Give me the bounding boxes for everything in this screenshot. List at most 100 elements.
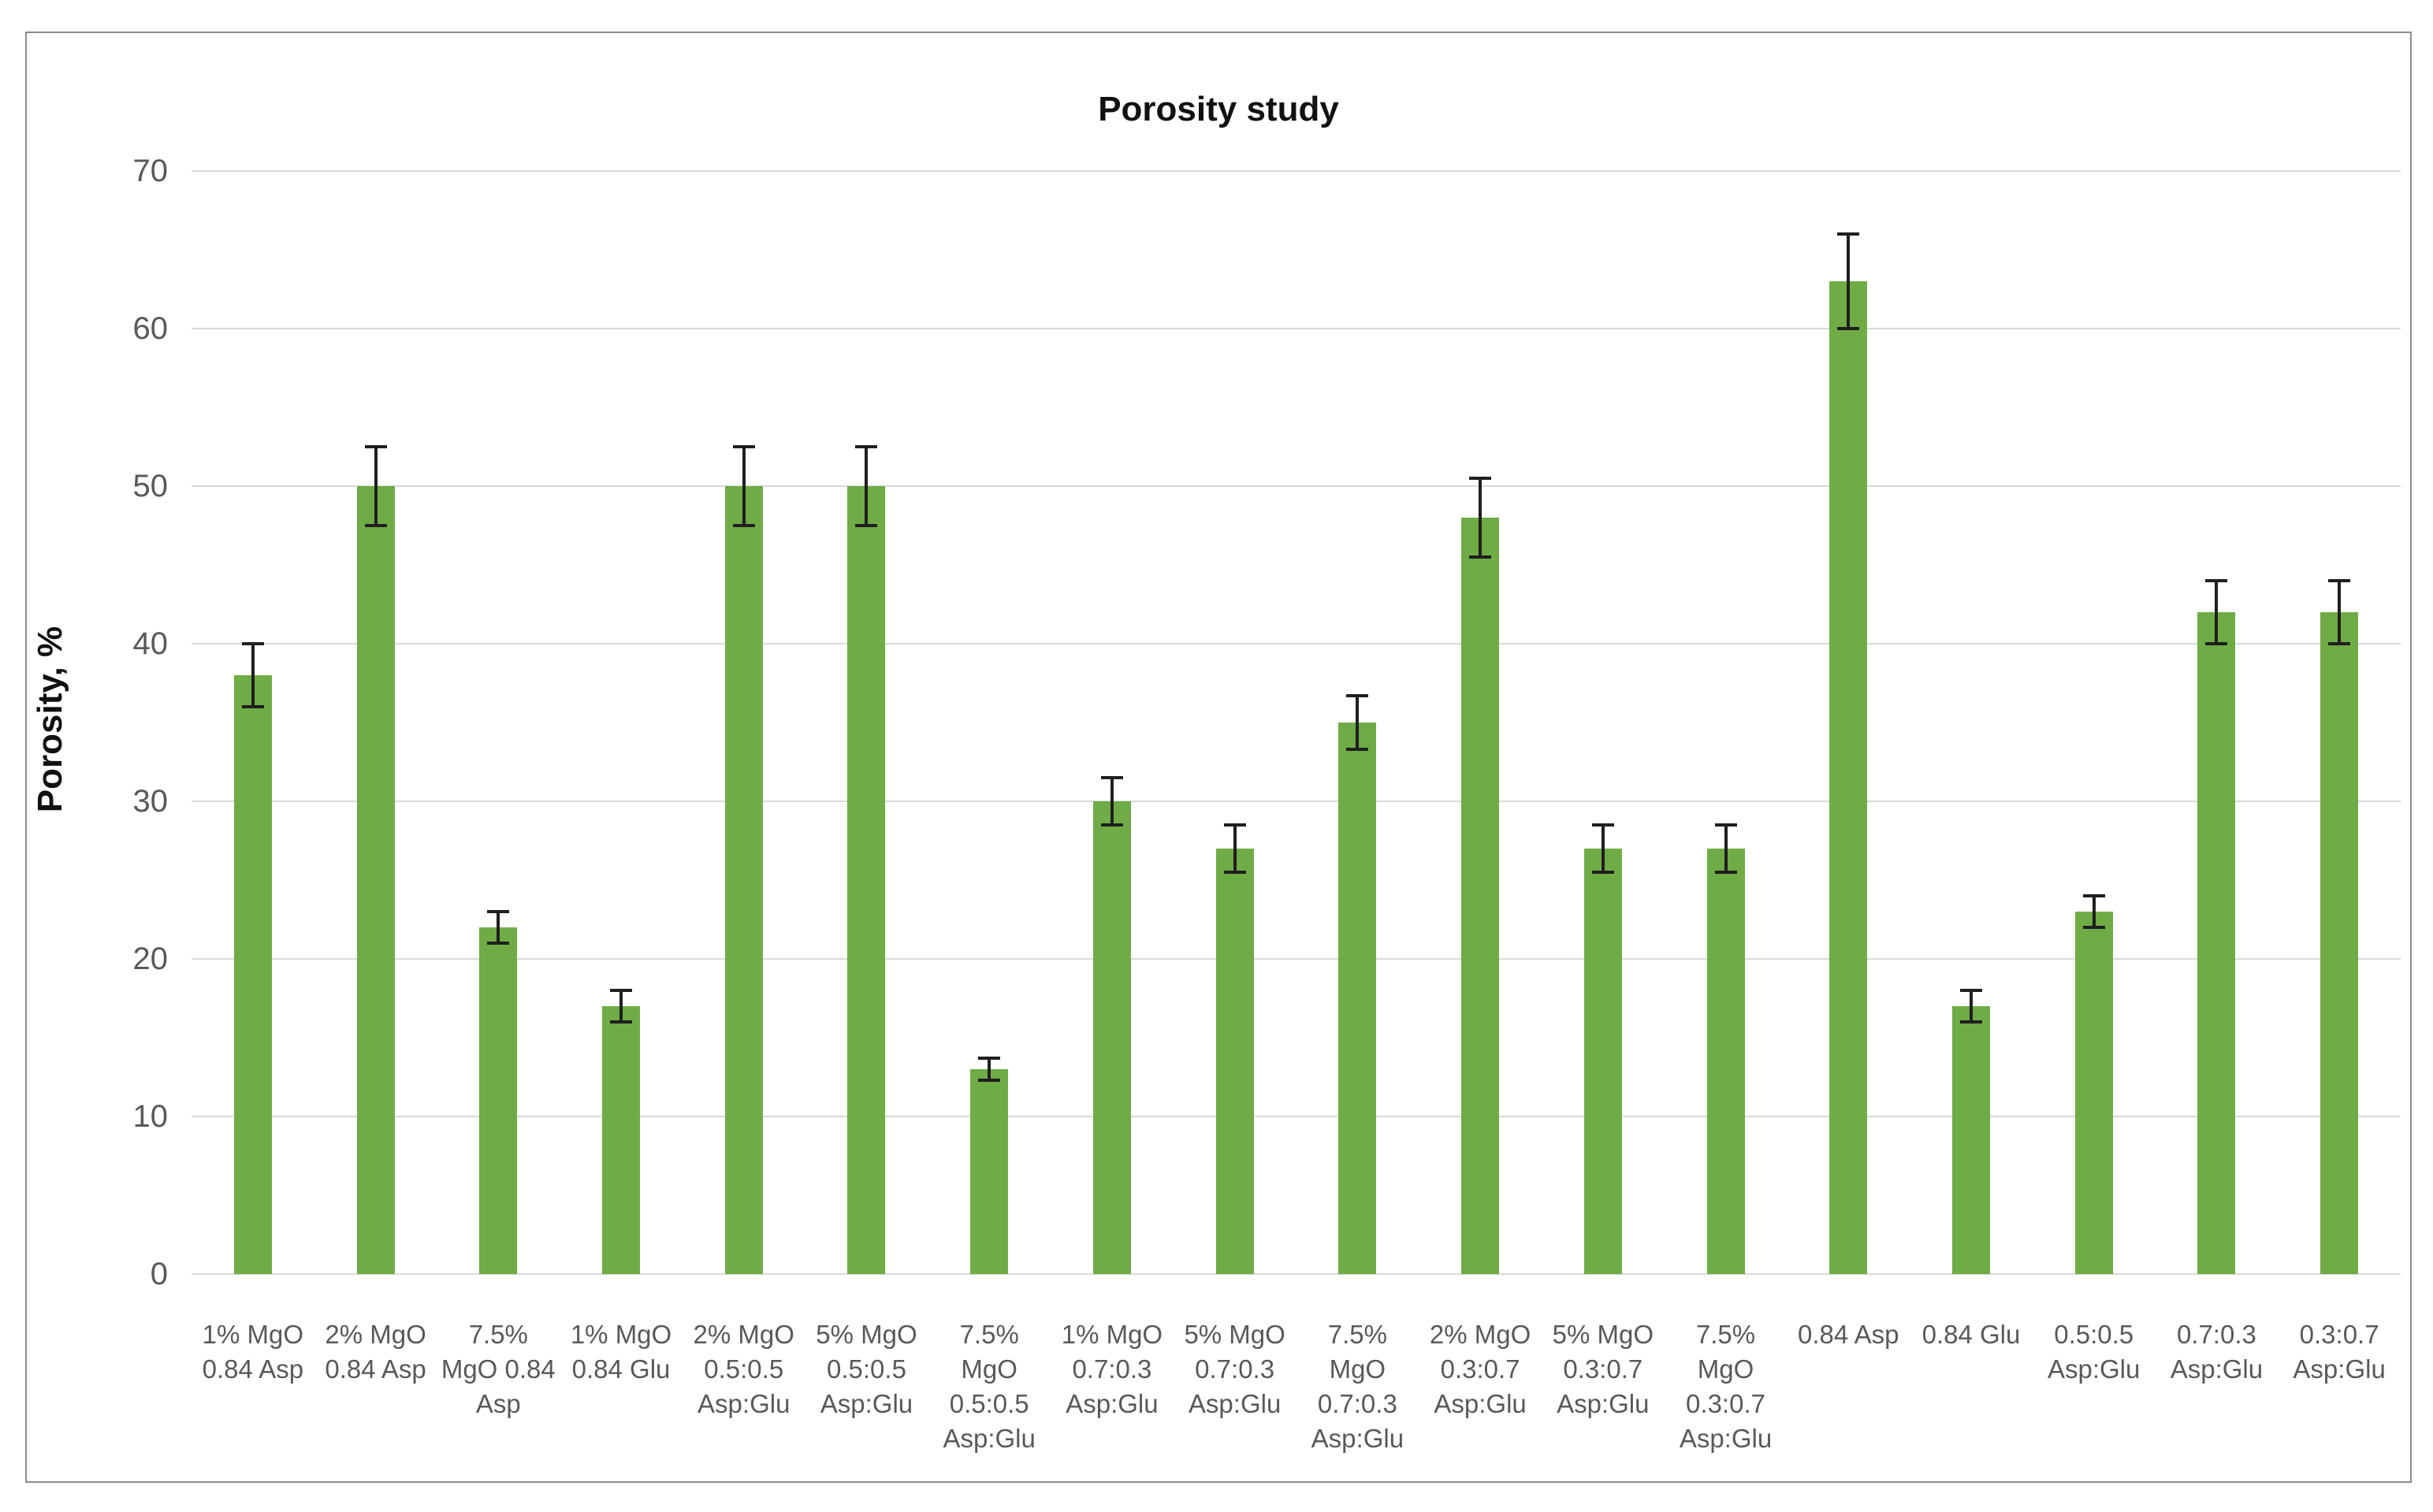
- x-category-label-line: Asp: [475, 1389, 521, 1418]
- gridline-y-60: [192, 328, 2401, 329]
- x-category-label-line: Asp:Glu: [1066, 1389, 1159, 1418]
- x-category-label-14: 0.84 Asp: [1784, 1317, 1913, 1352]
- x-category-label-11: 2% MgO 0.3:0.7 Asp:Glu: [1416, 1317, 1545, 1421]
- bar-3: [479, 927, 518, 1274]
- x-category-label-15: 0.84 Glu: [1907, 1317, 2036, 1352]
- error-bar-line-1: [251, 644, 255, 707]
- x-category-label-line: MgO: [1329, 1354, 1386, 1384]
- error-bar-cap-top-18: [2328, 579, 2351, 582]
- x-category-label-9: 5% MgO 0.7:0.3 Asp:Glu: [1170, 1317, 1300, 1421]
- y-tick-label-30: 30: [132, 784, 169, 819]
- error-bar-cap-bottom-17: [2205, 642, 2228, 645]
- bar-15: [1951, 1006, 1990, 1274]
- error-bar-cap-top-6: [855, 445, 878, 448]
- x-category-label-line: 0.84 Glu: [571, 1354, 671, 1384]
- x-category-label-line: 0.7:0.3: [2176, 1320, 2256, 1349]
- error-bar-cap-bottom-6: [855, 524, 878, 527]
- x-category-label-line: 0.84 Asp: [1798, 1320, 1899, 1349]
- x-category-label-line: Asp:Glu: [1557, 1389, 1650, 1418]
- x-category-label-2: 2% MgO 0.84 Asp: [311, 1317, 441, 1387]
- x-category-label-line: Asp:Glu: [698, 1389, 791, 1418]
- x-category-label-line: Asp:Glu: [943, 1424, 1036, 1453]
- bar-16: [2074, 912, 2113, 1274]
- x-category-label-4: 1% MgO 0.84 Glu: [556, 1317, 686, 1387]
- error-bar-cap-bottom-15: [1959, 1020, 1982, 1023]
- error-bar-cap-top-1: [241, 642, 264, 645]
- x-category-label-line: 0.84 Asp: [325, 1354, 426, 1384]
- x-category-label-line: 5% MgO: [816, 1320, 917, 1349]
- x-category-label-line: 7.5%: [1695, 1320, 1756, 1349]
- x-category-label-line: 5% MgO: [1184, 1320, 1285, 1349]
- x-category-label-line: Asp:Glu: [1188, 1389, 1282, 1418]
- chart-frame: Porosity study Porosity, % 0 10 20 30 40 50 60…: [25, 32, 2412, 1483]
- gridline-y-50: [192, 485, 2401, 487]
- bar-5: [724, 486, 763, 1274]
- error-bar-line-13: [1724, 825, 1728, 872]
- bar-10: [1338, 723, 1377, 1274]
- x-category-label-line: 0.3:0.7: [1563, 1354, 1643, 1384]
- x-category-label-line: Asp:Glu: [2170, 1354, 2264, 1384]
- bar-14: [1829, 281, 1868, 1274]
- bar-7: [970, 1069, 1009, 1274]
- y-tick-label-10: 10: [132, 1099, 169, 1134]
- x-category-label-10: 7.5% MgO 0.7:0.3 Asp:Glu: [1293, 1317, 1423, 1456]
- gridline-y-70: [192, 170, 2401, 172]
- x-category-label-line: 0.84 Asp: [202, 1354, 304, 1384]
- x-category-label-17: 0.7:0.3 Asp:Glu: [2152, 1317, 2282, 1387]
- x-category-label-line: 0.5:0.5: [704, 1354, 784, 1384]
- error-bar-cap-top-11: [1469, 477, 1492, 480]
- error-bar-line-11: [1479, 478, 1482, 557]
- y-tick-label-50: 50: [132, 469, 169, 503]
- y-tick-label-40: 40: [132, 626, 169, 661]
- x-category-label-line: 1% MgO: [1061, 1320, 1163, 1349]
- gridline-y-10: [192, 1116, 2401, 1117]
- gridline-y-40: [192, 643, 2401, 645]
- error-bar-line-18: [2338, 581, 2342, 644]
- x-category-label-line: 7.5%: [468, 1320, 528, 1349]
- x-category-label-8: 1% MgO 0.7:0.3 Asp:Glu: [1047, 1317, 1177, 1421]
- x-category-label-line: MgO: [1697, 1354, 1754, 1384]
- x-category-label-line: 7.5%: [959, 1320, 1019, 1349]
- error-bar-cap-bottom-1: [241, 705, 264, 708]
- y-tick-label-0: 0: [150, 1257, 168, 1291]
- x-category-label-line: 2% MgO: [693, 1320, 794, 1349]
- error-bar-line-17: [2215, 581, 2219, 644]
- y-tick-label-70: 70: [132, 154, 169, 188]
- x-category-label-line: Asp:Glu: [1679, 1424, 1773, 1453]
- error-bar-cap-bottom-11: [1469, 555, 1492, 559]
- error-bar-line-5: [742, 447, 746, 526]
- bar-11: [1461, 518, 1500, 1274]
- error-bar-cap-bottom-7: [978, 1079, 1001, 1082]
- x-category-label-1: 1% MgO 0.84 Asp: [188, 1317, 318, 1387]
- error-bar-line-8: [1110, 778, 1114, 825]
- x-category-label-line: Asp:Glu: [2047, 1354, 2141, 1384]
- error-bar-cap-top-7: [978, 1057, 1001, 1060]
- bar-9: [1215, 849, 1254, 1274]
- error-bar-cap-top-2: [364, 445, 387, 448]
- x-category-label-line: 2% MgO: [1429, 1320, 1531, 1349]
- error-bar-line-12: [1601, 825, 1605, 872]
- error-bar-cap-bottom-16: [2082, 926, 2105, 929]
- x-category-label-line: 0.3:0.7: [1686, 1389, 1765, 1418]
- bar-1: [233, 675, 272, 1274]
- y-tick-label-20: 20: [132, 942, 169, 976]
- x-category-label-13: 7.5% MgO 0.3:0.7 Asp:Glu: [1661, 1317, 1791, 1456]
- x-category-label-line: 0.7:0.3: [1072, 1354, 1152, 1384]
- gridline-y-0: [192, 1273, 2401, 1275]
- error-bar-cap-top-17: [2205, 579, 2228, 582]
- error-bar-cap-bottom-2: [364, 524, 387, 527]
- error-bar-cap-top-16: [2082, 894, 2105, 897]
- error-bar-line-14: [1847, 234, 1851, 329]
- bar-4: [602, 1006, 641, 1274]
- error-bar-cap-top-4: [610, 989, 633, 992]
- x-category-label-line: Asp:Glu: [1311, 1424, 1404, 1453]
- error-bar-cap-top-8: [1100, 776, 1123, 779]
- x-category-label-line: 0.5:0.5: [2054, 1320, 2134, 1349]
- bar-13: [1706, 849, 1745, 1274]
- x-category-label-line: MgO 0.84: [441, 1354, 556, 1384]
- error-bar-line-9: [1233, 825, 1237, 872]
- error-bar-cap-bottom-18: [2328, 642, 2351, 645]
- x-category-label-line: 1% MgO: [570, 1320, 672, 1349]
- error-bar-line-10: [1356, 696, 1360, 749]
